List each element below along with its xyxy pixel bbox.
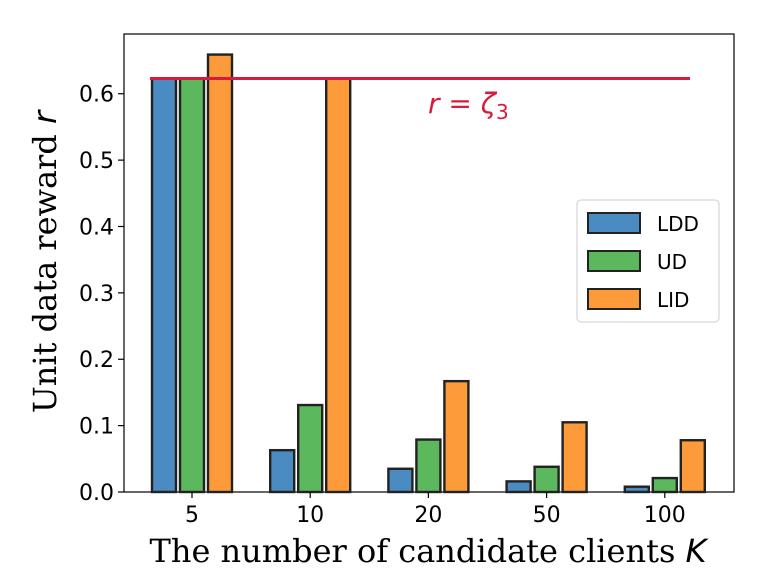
bar-ud-20 [415,438,442,494]
bar-lid-50 [561,421,588,494]
legend-swatch-lid [587,288,641,310]
x-axis-ticks: 5 10 20 50 100 [185,492,686,528]
bar-ldd-10 [269,448,296,494]
bar-ud-5 [178,77,206,494]
x-tick-label: 50 [533,503,561,528]
x-axis-title: The number of candidate clients K [149,532,709,570]
legend-swatch-ud [587,250,641,272]
y-tick-label: 0.5 [79,149,114,174]
legend-swatch-ldd [587,212,641,234]
legend-label-lid: LID [657,288,689,312]
x-tick-label: 5 [185,503,199,528]
y-axis-title: Unit data reward r [26,109,64,413]
bar-lid-5 [206,53,234,494]
bar-ldd-100 [623,485,650,494]
legend: LDD UD LID [576,199,720,323]
y-tick-label: 0.0 [79,481,114,506]
bar-lid-10 [325,77,352,494]
reference-line-label: r = ζ3 [428,87,509,124]
bar-lid-20 [443,379,470,494]
bar-ldd-5 [150,77,178,494]
legend-label-ldd: LDD [657,212,699,236]
y-tick-label: 0.3 [79,282,114,307]
y-tick-label: 0.1 [79,415,114,440]
bar-ldd-20 [387,467,414,494]
x-tick-label: 20 [414,503,442,528]
y-tick-label: 0.6 [79,83,114,108]
legend-label-ud: UD [657,250,687,274]
bar-ud-100 [651,476,678,494]
y-tick-label: 0.2 [79,348,114,373]
y-axis-ticks: 0.0 0.1 0.2 0.3 0.4 0.5 0.6 [79,83,124,506]
bar-ud-10 [297,403,324,494]
bar-lid-100 [679,439,706,494]
bar-ud-50 [533,465,560,494]
x-tick-label: 100 [644,503,686,528]
x-tick-label: 10 [296,503,324,528]
y-tick-label: 0.4 [79,215,114,240]
bar-ldd-50 [505,480,532,494]
